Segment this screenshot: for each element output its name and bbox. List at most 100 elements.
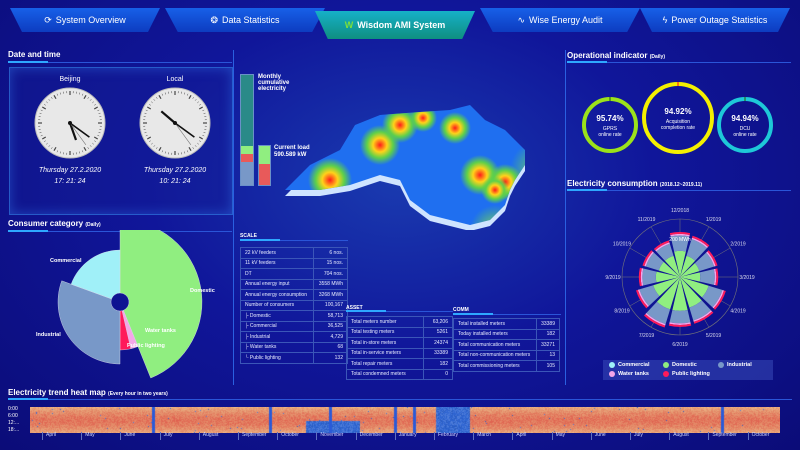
row-label: Total repair meters	[346, 358, 424, 370]
legend-dot-icon	[609, 371, 615, 377]
rose-bar-public-lighting	[653, 240, 670, 251]
rose-bar-domestic	[680, 277, 709, 298]
clock-panel: Beijing Thursday 27.2.2020 17: 21: 24 Lo…	[9, 67, 233, 215]
clock-city: Beijing	[59, 76, 81, 83]
clock-tick	[46, 142, 48, 145]
clock-tick	[43, 140, 46, 143]
rose-month-label: 11/2019	[638, 217, 656, 223]
legend-label: Public lighting	[672, 371, 710, 377]
rose-bar-public-lighting	[644, 314, 666, 328]
clock-tick	[145, 109, 148, 112]
legend-item[interactable]: Commercial	[609, 362, 650, 368]
row-label: Total commissioning meters	[453, 360, 537, 372]
rose-bar-industrial	[701, 285, 723, 308]
comm-table: Total installed meters 33389 Today install…	[453, 318, 561, 372]
heatmap-month-label: October	[747, 432, 769, 440]
clock-tick	[199, 140, 202, 143]
bolt-icon: ϟ	[662, 15, 668, 25]
tab-label: Data Statistics	[222, 15, 280, 25]
clock-tick	[188, 146, 192, 152]
wave-icon: ∿	[517, 14, 525, 25]
clock-tick	[39, 132, 42, 134]
tab-wise-energy-audit[interactable]: ∿ Wise Energy Audit	[480, 8, 640, 32]
clock-hand	[69, 122, 87, 146]
tab-system-overview[interactable]: ⟳ System Overview	[10, 8, 160, 32]
clock-tick	[97, 109, 100, 112]
rose-bar-industrial	[670, 235, 690, 252]
rose-bar-water-tanks	[693, 310, 713, 322]
divider	[453, 313, 561, 315]
tab-data-statistics[interactable]: ❂ Data Statistics	[165, 8, 325, 32]
clock-hand	[174, 122, 192, 146]
rose-bar-water-tanks	[640, 268, 644, 286]
rose-bar-industrial	[686, 239, 708, 261]
row-label: ├ Industrial	[240, 331, 314, 343]
asset-title: ASSET	[346, 305, 363, 311]
rose-bar-domestic	[680, 277, 702, 308]
rose-month-label: 9/2019	[605, 275, 621, 281]
legend-label: Domestic	[672, 362, 697, 368]
legend-label: Water tanks	[618, 371, 649, 377]
clock-hand	[174, 122, 195, 138]
tab-power-outage-statistics[interactable]: ϟ Power Outage Statistics	[640, 8, 790, 32]
rose-month-label: 2/2019	[730, 242, 746, 248]
legend-item[interactable]: Domestic	[663, 362, 697, 368]
clock-tick	[89, 145, 92, 147]
clock-tick	[83, 94, 87, 100]
clock-time: 17: 21: 24	[54, 178, 86, 185]
heatmap-month-label: November	[316, 432, 343, 440]
clock-tick	[39, 112, 42, 114]
rose-bar-domestic	[655, 271, 680, 283]
pie-label: Public lighting	[127, 343, 165, 349]
legend-item[interactable]: Public lighting	[663, 371, 710, 377]
clock-tick	[48, 99, 51, 101]
clock-hand	[160, 110, 176, 124]
legend-item[interactable]: Industrial	[718, 362, 752, 368]
row-value: 5261	[422, 326, 454, 338]
gauge-label1: DCU	[740, 126, 751, 132]
clock-tick	[153, 145, 156, 147]
clock-hand	[68, 122, 78, 141]
clock-tick	[158, 94, 162, 100]
tab-wisdom-ami-system[interactable]: W Wisdom AMI System	[315, 11, 475, 39]
rose-bar-industrial	[699, 269, 715, 285]
clock-tick	[164, 151, 166, 154]
clock-tick	[202, 109, 205, 112]
heatmap-month-label: January	[394, 432, 417, 440]
rose-bar-public-lighting	[642, 250, 653, 267]
rose-bar-water-tanks	[713, 268, 717, 286]
asset-table: Total meters number 63,206 Total testing m…	[346, 316, 454, 380]
row-value: 15 nos.	[312, 257, 349, 269]
table-row: Today installed meters 182	[453, 328, 561, 340]
table-row: Total in-service meters 33389	[346, 347, 454, 359]
heatmap-month-label: May	[81, 432, 95, 440]
rose-bar-water-tanks	[644, 251, 654, 267]
row-label: Annual energy consumption	[240, 289, 314, 301]
table-row: Total installed meters 33389	[453, 318, 561, 330]
rose-month-label: 1/2019	[706, 217, 722, 223]
clock-tick	[146, 136, 152, 140]
heatmap-month-label: June	[120, 432, 135, 440]
rose-bar-public-lighting	[715, 268, 719, 286]
gauge-ring	[642, 82, 714, 154]
consumption-subtitle: (2018.12~2019.11)	[659, 182, 703, 188]
row-label: Total testing meters	[346, 326, 424, 338]
clock-tick	[148, 103, 151, 106]
clock-tick	[50, 96, 53, 99]
gauge-value: 94.94%	[731, 114, 758, 123]
heatmap-month-label: August	[669, 432, 689, 440]
table-row: Total non-communication meters 13	[453, 349, 561, 361]
rose-month-label: 8/2019	[614, 309, 630, 315]
clock-tick	[50, 147, 53, 150]
rose-bar-water-tanks	[691, 237, 709, 249]
row-label: ├ Domestic	[240, 310, 314, 322]
table-row: ├ Water tanks 68	[240, 341, 349, 353]
legend-item[interactable]: Water tanks	[609, 371, 649, 377]
rose-bar-domestic	[672, 277, 688, 311]
consumption-title: Electricity consumption (2018.12~2019.11…	[567, 179, 702, 188]
divider	[8, 398, 792, 400]
row-label: Total meters number	[346, 316, 424, 328]
clock-tick	[144, 132, 147, 134]
table-row: Total condemned meters 0	[346, 368, 454, 380]
scale-table: 22 kV feeders 6 nos. 11 kV feeders 15 nos. D…	[240, 247, 349, 364]
